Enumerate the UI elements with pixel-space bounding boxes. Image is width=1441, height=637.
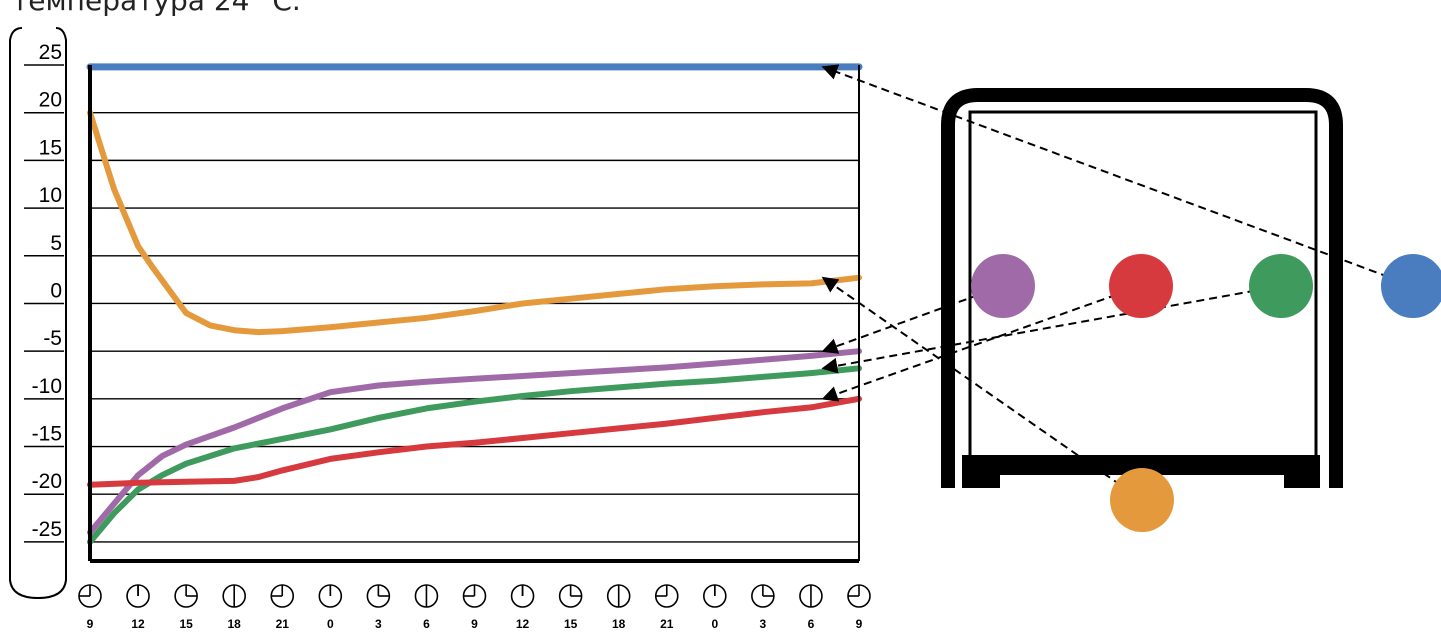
y-tick-label: -5: [43, 327, 62, 350]
clock-icon: [558, 584, 583, 608]
clock-icon: [654, 584, 679, 608]
sensor-marker: [1249, 254, 1313, 318]
x-tick-label: 12: [131, 617, 145, 631]
gridlines: [90, 111, 859, 543]
clock-icon: [222, 584, 246, 608]
clock-icon: [366, 584, 391, 608]
x-tick-label: 21: [276, 617, 290, 631]
y-tick-label: -15: [32, 423, 62, 446]
x-tick-label: 6: [808, 617, 815, 631]
x-tick-label: 15: [564, 617, 578, 631]
y-tick-label: 10: [39, 184, 62, 207]
clock-icon: [751, 584, 775, 608]
sensor-arrow: [821, 64, 1414, 287]
clock-icon: [318, 584, 343, 608]
y-tick-label: 0: [50, 279, 62, 302]
clock-icon: [703, 584, 727, 608]
y-tick-label: -10: [32, 375, 62, 398]
y-axis-ticks: 25 20 15 10 5 0 -5 -10 -15 -20 -25: [24, 41, 64, 543]
y-tick-label: -25: [32, 518, 62, 541]
clock-icon: [78, 584, 102, 608]
x-tick-label: 18: [228, 617, 242, 631]
x-tick-label: 12: [516, 617, 530, 631]
x-tick-label: 21: [660, 617, 674, 631]
x-axis-ticks: 9 12 15 18 21 0 3 6 9 12 15 18 21 0 3 6 9: [78, 584, 871, 631]
clock-icon: [126, 584, 150, 608]
x-tick-label: 0: [327, 617, 334, 631]
x-tick-label: 15: [179, 617, 193, 631]
plot-area: [86, 63, 863, 563]
y-tick-label: 25: [39, 41, 62, 64]
caption: температура 24 °C.: [12, 0, 301, 17]
clock-icon: [847, 584, 871, 608]
series-line: [87, 109, 862, 336]
x-tick-label: 3: [375, 617, 382, 631]
sensor-marker: [1381, 254, 1441, 318]
y-tick-label: -20: [32, 470, 62, 493]
sensor-markers: [971, 254, 1441, 532]
sensor-marker: [971, 254, 1035, 318]
y-tick-label: 20: [39, 89, 62, 112]
x-tick-label: 6: [423, 617, 430, 631]
x-tick-label: 3: [760, 617, 767, 631]
series-line: [87, 348, 862, 536]
clock-icon: [270, 584, 295, 608]
sensor-marker: [1109, 254, 1173, 318]
clock-icon: [462, 584, 487, 608]
x-tick-label: 9: [856, 617, 863, 631]
sensor-marker: [1110, 468, 1174, 532]
x-tick-label: 9: [87, 617, 94, 631]
clock-icon: [414, 584, 439, 608]
clock-icon: [799, 584, 823, 608]
x-tick-label: 0: [711, 617, 718, 631]
clock-icon: [510, 584, 535, 608]
sensor-arrow: [821, 285, 1142, 402]
series-lines: [86, 63, 863, 545]
series-line: [87, 365, 862, 545]
x-tick-label: 18: [612, 617, 626, 631]
series-line: [87, 395, 862, 488]
y-tick-label: 5: [50, 232, 62, 255]
clock-icon: [174, 584, 198, 608]
clock-icon: [606, 584, 631, 608]
x-tick-label: 9: [471, 617, 478, 631]
y-tick-label: 15: [39, 136, 62, 159]
y-scale-bracket: [9, 27, 67, 600]
